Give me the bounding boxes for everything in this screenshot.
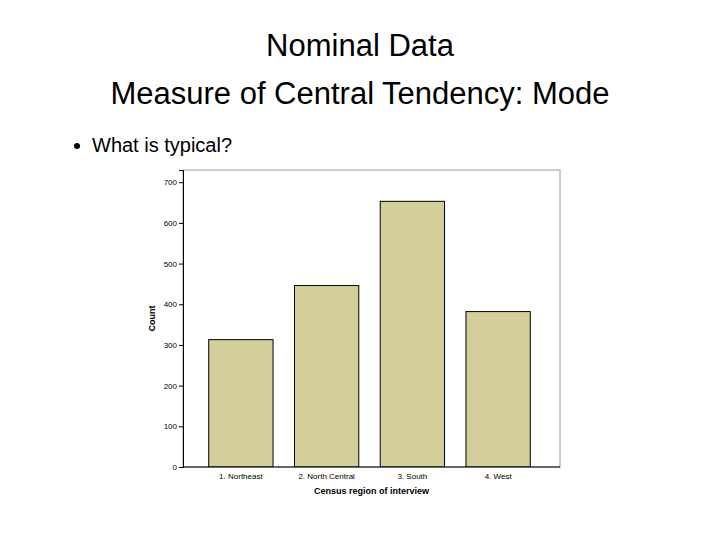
- y-axis-line: [179, 171, 184, 468]
- bullet: [74, 143, 80, 149]
- y-tick-mark: [179, 223, 183, 224]
- y-tick-mark: [179, 182, 183, 183]
- bars: [209, 201, 531, 467]
- x-tick: 1. Northeast: [219, 467, 263, 481]
- x-tick-label: 2. North Central: [298, 472, 355, 481]
- y-tick-label: 100: [164, 422, 178, 431]
- y-tick-label: 300: [164, 341, 178, 350]
- bar: [294, 286, 358, 467]
- y-tick-label: 700: [164, 178, 178, 187]
- y-tick-label: 0: [173, 463, 178, 472]
- bar: [466, 312, 530, 467]
- y-tick-mark: [179, 264, 183, 265]
- y-tick: 700: [164, 178, 183, 187]
- y-tick: 400: [164, 300, 183, 309]
- y-tick: 600: [164, 219, 183, 228]
- x-tick: 3. South: [397, 467, 427, 481]
- slide: Nominal Data Measure of Central Tendency:…: [0, 0, 720, 540]
- plot-frame: [183, 170, 560, 467]
- y-tick-label: 400: [164, 300, 178, 309]
- y-tick: 200: [164, 382, 183, 391]
- y-tick-label: 200: [164, 382, 178, 391]
- subtitle: Measure of Central Tendency: Mode: [110, 76, 609, 111]
- y-tick-mark: [179, 386, 183, 387]
- chart-container: Nominal Data Measure of Central Tendency:…: [0, 0, 720, 540]
- x-axis-title: Census region of interview: [314, 486, 430, 496]
- y-axis-title: Count: [147, 306, 157, 332]
- x-axis-line: [183, 467, 560, 468]
- y-tick-mark: [179, 345, 183, 346]
- y-tick-mark: [179, 426, 183, 427]
- x-axis: 1. Northeast 2. North Central 3. South 4. W…: [183, 467, 560, 481]
- y-tick: 300: [164, 341, 183, 350]
- x-tick-label: 1. Northeast: [219, 472, 263, 481]
- y-tick-label: 600: [164, 219, 178, 228]
- y-tick: 100: [164, 422, 183, 431]
- title: Nominal Data: [266, 28, 455, 63]
- x-tick-label: 3. South: [397, 472, 427, 481]
- annotation: What is typical?: [92, 134, 232, 156]
- x-tick: 2. North Central: [298, 467, 355, 481]
- y-tick: 500: [164, 260, 183, 269]
- x-tick: 4. West: [485, 467, 513, 481]
- bar: [209, 340, 273, 467]
- bar: [380, 201, 444, 467]
- y-tick-mark: [179, 304, 183, 305]
- y-axis: 0 100 200 300 400 500 600 700: [164, 171, 184, 473]
- y-tick-mark: [179, 467, 183, 468]
- y-tick-label: 500: [164, 260, 178, 269]
- x-tick-label: 4. West: [485, 472, 513, 481]
- y-tick: 0: [173, 463, 183, 472]
